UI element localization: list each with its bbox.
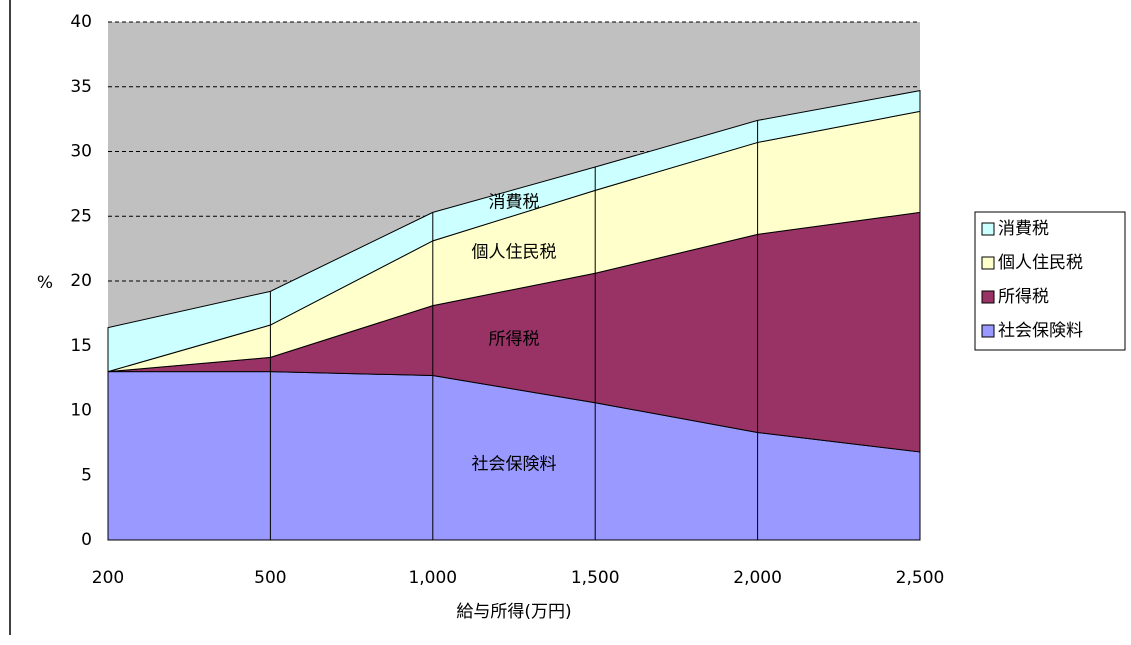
y-tick-label: 20	[70, 271, 92, 291]
y-tick-label: 0	[81, 530, 92, 550]
x-axis-title: 給与所得(万円)	[456, 602, 571, 622]
y-tick-label: 30	[70, 142, 92, 162]
x-tick-label: 1,000	[408, 568, 457, 588]
y-axis-label: %	[37, 273, 53, 293]
y-tick-label: 5	[81, 465, 92, 485]
legend-label: 社会保険料	[998, 321, 1083, 341]
legend-label: 所得税	[998, 287, 1049, 307]
y-tick-label: 35	[70, 77, 92, 97]
area-label: 社会保険料	[472, 455, 557, 475]
area-label: 個人住民税	[472, 243, 557, 263]
x-tick-label: 1,500	[571, 568, 620, 588]
x-tick-label: 2,500	[896, 568, 945, 588]
x-tick-label: 500	[254, 568, 286, 588]
x-tick-label: 200	[92, 568, 124, 588]
y-tick-label: 15	[70, 336, 92, 356]
legend-label: 消費税	[998, 219, 1049, 239]
y-tick-label: 10	[70, 401, 92, 421]
legend-swatch	[981, 290, 995, 304]
legend-label: 個人住民税	[998, 253, 1083, 273]
legend-swatch	[981, 324, 995, 338]
legend-box	[974, 211, 1126, 351]
x-tick-label: 2,000	[733, 568, 782, 588]
legend-swatch	[981, 222, 995, 236]
legend-swatch	[981, 256, 995, 270]
area-label: 消費税	[489, 193, 540, 213]
y-tick-label: 25	[70, 206, 92, 226]
area-label: 所得税	[489, 329, 540, 349]
y-tick-label: 40	[70, 12, 92, 32]
